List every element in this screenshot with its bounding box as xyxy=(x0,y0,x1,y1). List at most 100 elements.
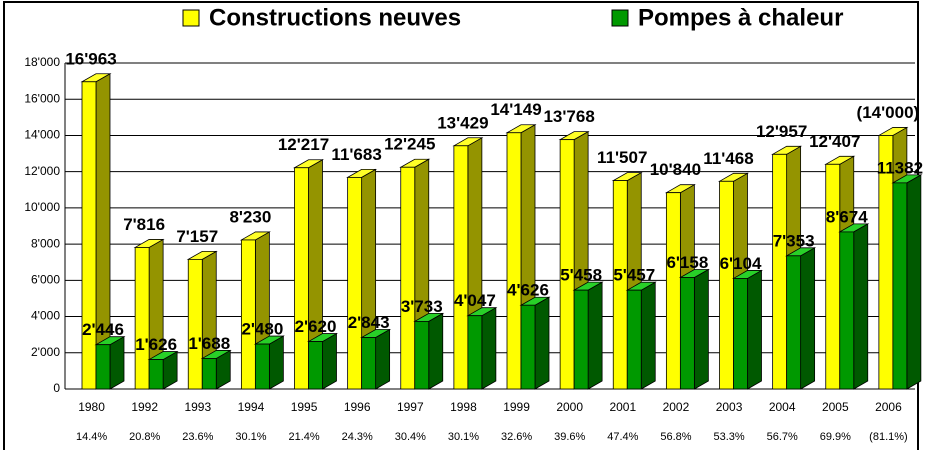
value-label: (14'000) xyxy=(857,103,920,122)
share-label: 21.4% xyxy=(288,431,319,443)
bar-side xyxy=(853,223,869,390)
bar xyxy=(520,304,536,390)
x-tick-label: 1999 xyxy=(503,400,530,414)
bar xyxy=(467,315,483,390)
value-label: 5'457 xyxy=(613,266,655,285)
y-tick-label: 12'000 xyxy=(24,164,60,178)
x-tick-label: 2006 xyxy=(875,400,902,414)
share-label: 32.6% xyxy=(501,431,532,443)
x-tick-label: 2000 xyxy=(556,400,583,414)
bar xyxy=(453,145,469,390)
bar xyxy=(81,81,97,390)
value-label: 3'733 xyxy=(401,297,443,316)
bar-side xyxy=(481,307,497,390)
value-label: 11'507 xyxy=(597,148,647,167)
value-label: 8'674 xyxy=(826,207,868,226)
share-label: 23.6% xyxy=(182,431,213,443)
bar xyxy=(506,132,522,390)
share-label: 30.4% xyxy=(395,431,426,443)
legend-swatch xyxy=(611,9,629,27)
value-label: 4'047 xyxy=(454,291,496,310)
y-tick-label: 18'000 xyxy=(24,55,60,69)
value-label: 2'620 xyxy=(295,317,337,336)
share-label: 56.8% xyxy=(660,431,691,443)
value-label: 7'816 xyxy=(123,215,165,234)
bar-side xyxy=(534,296,550,390)
x-tick-label: 1996 xyxy=(344,400,371,414)
x-tick-label: 1998 xyxy=(450,400,477,414)
bar xyxy=(414,320,430,390)
value-label: 16'963 xyxy=(65,49,116,68)
value-label: 10'840 xyxy=(650,160,701,179)
x-tick-label: 1995 xyxy=(291,400,318,414)
bar xyxy=(148,359,164,390)
bar xyxy=(240,239,256,390)
value-label: 13'768 xyxy=(543,107,594,126)
value-label: 7'353 xyxy=(773,231,815,250)
bar xyxy=(95,344,111,390)
bar-side xyxy=(375,328,391,390)
x-tick-label: 1993 xyxy=(184,400,211,414)
bar-side xyxy=(587,281,603,390)
value-label: 12'957 xyxy=(756,122,807,141)
bar-side xyxy=(640,281,656,390)
bar xyxy=(733,278,748,390)
bar-side xyxy=(800,247,816,390)
x-tick-label: 1994 xyxy=(238,400,265,414)
legend-label: Pompes à chaleur xyxy=(638,4,843,31)
bar xyxy=(839,231,855,390)
x-tick-label: 1997 xyxy=(397,400,424,414)
value-label: 12'217 xyxy=(278,135,329,154)
bar-side xyxy=(109,336,125,390)
bar xyxy=(772,153,788,390)
y-tick-label: 6'000 xyxy=(31,273,60,287)
bar xyxy=(612,180,628,390)
x-tick-label: 2002 xyxy=(663,400,690,414)
share-label: 56.7% xyxy=(767,431,798,443)
bar xyxy=(719,180,734,390)
value-label: 5'458 xyxy=(560,266,602,285)
bar xyxy=(626,289,642,390)
value-label: 1'688 xyxy=(188,334,230,353)
bar xyxy=(308,341,323,390)
value-label: 6'158 xyxy=(666,253,708,272)
share-label: 30.1% xyxy=(235,431,266,443)
value-label: 12'407 xyxy=(809,132,860,151)
bar xyxy=(201,358,217,390)
x-tick-label: 1980 xyxy=(78,400,105,414)
bar-side xyxy=(906,174,922,390)
bar xyxy=(187,258,203,390)
bar xyxy=(361,337,377,390)
y-tick-label: 2'000 xyxy=(31,345,60,359)
share-label: 47.4% xyxy=(607,431,638,443)
bar-side xyxy=(693,268,709,390)
y-tick-label: 4'000 xyxy=(31,309,60,323)
legend-label: Constructions neuves xyxy=(209,4,461,31)
share-label: (81.1%) xyxy=(869,431,908,443)
value-label: 6'104 xyxy=(720,254,762,273)
bar-side xyxy=(428,312,444,390)
value-label: 7'157 xyxy=(176,227,218,246)
bar-side xyxy=(322,332,337,390)
bar xyxy=(559,139,575,390)
x-tick-label: 2001 xyxy=(609,400,636,414)
y-tick-label: 14'000 xyxy=(24,128,60,142)
value-label: 2'446 xyxy=(82,320,124,339)
y-tick-label: 16'000 xyxy=(24,91,60,105)
value-label: 8'230 xyxy=(229,207,271,226)
x-tick-label: 2004 xyxy=(769,400,796,414)
share-label: 14.4% xyxy=(76,431,107,443)
bar xyxy=(254,343,270,390)
bar-side xyxy=(268,335,284,390)
y-tick-label: 8'000 xyxy=(31,236,60,250)
value-label: 11'683 xyxy=(331,145,381,164)
bar xyxy=(892,182,908,390)
bar xyxy=(665,192,681,390)
y-tick-label: 10'000 xyxy=(24,200,60,214)
value-label: 14'149 xyxy=(490,100,541,119)
x-tick-label: 1992 xyxy=(131,400,158,414)
y-tick-label: 0 xyxy=(53,381,60,395)
bar xyxy=(347,177,363,390)
share-label: 53.3% xyxy=(713,431,744,443)
bar xyxy=(825,163,841,390)
